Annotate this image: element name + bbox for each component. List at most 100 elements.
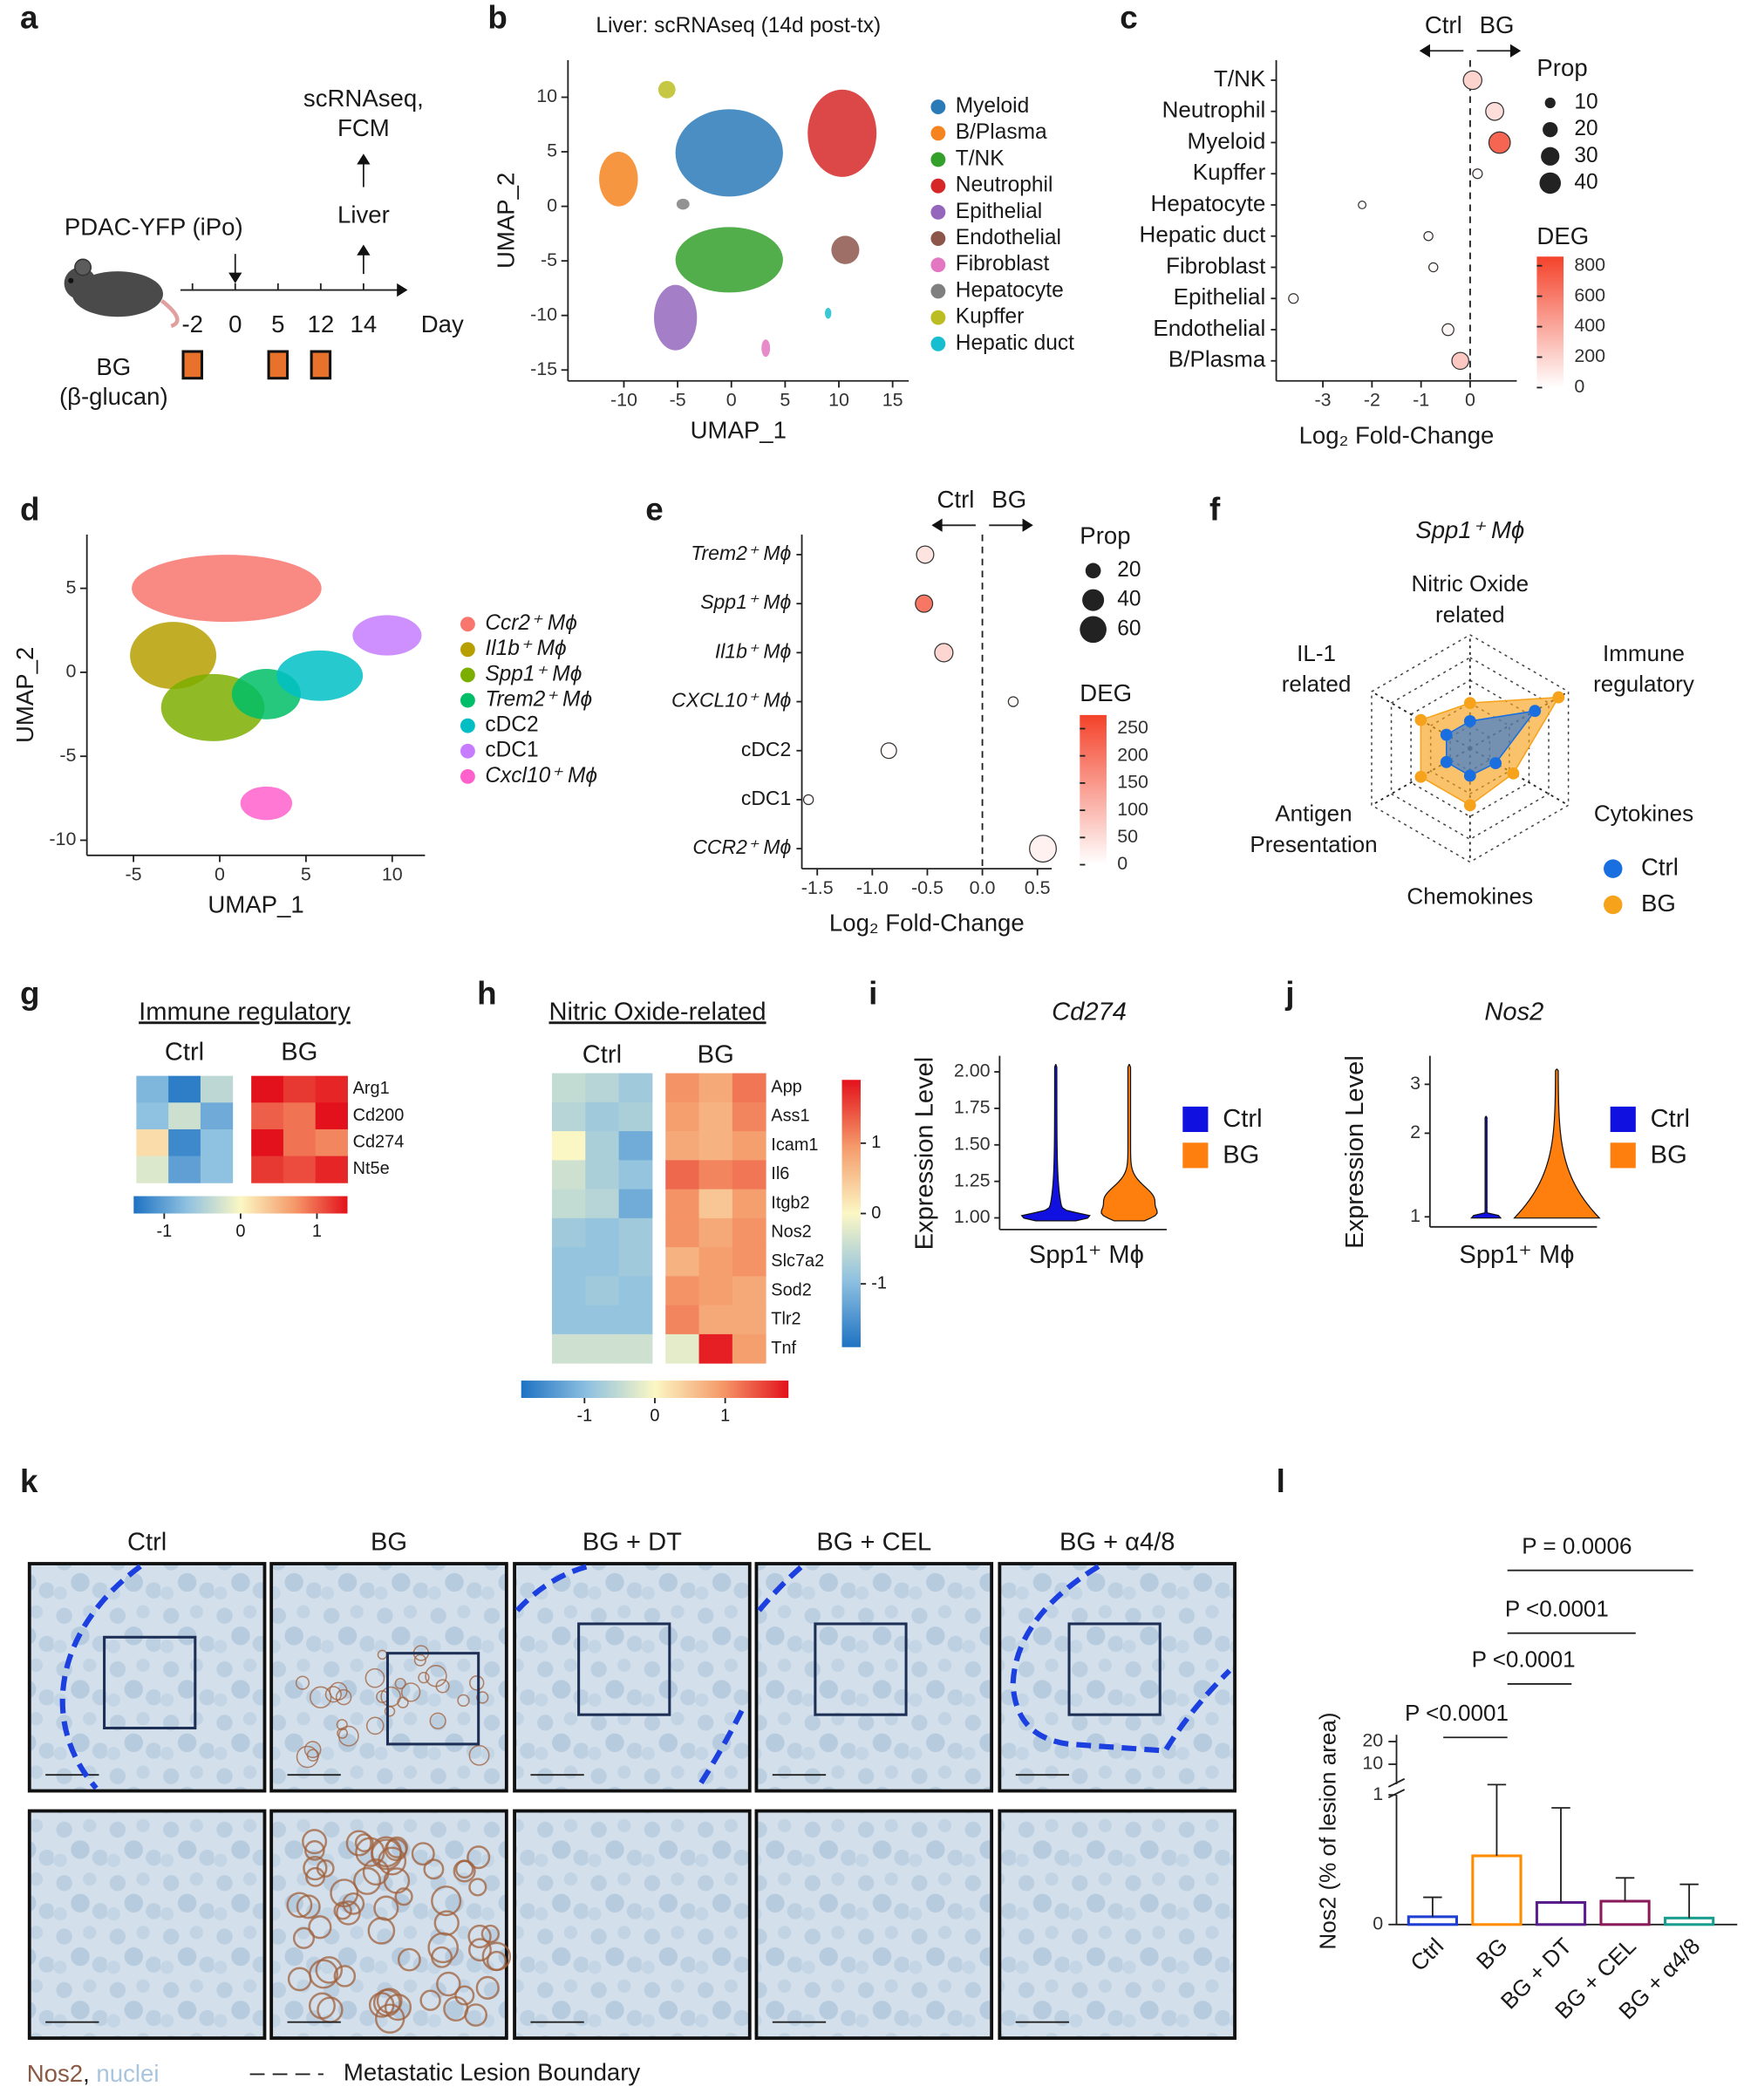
legend-swatch bbox=[1610, 1142, 1636, 1169]
size-legend-dot bbox=[1080, 616, 1107, 644]
colorbar-label: 0 bbox=[1574, 376, 1584, 397]
axis-label: Cytokines bbox=[1594, 801, 1693, 827]
x-tick-label: Ctrl bbox=[1405, 1933, 1448, 1976]
cluster bbox=[276, 650, 364, 701]
x-tick-label: 5 bbox=[780, 389, 790, 410]
legend-label: Ctrl bbox=[1223, 1105, 1262, 1133]
row-label: App bbox=[771, 1077, 801, 1096]
panel-letter: i bbox=[869, 975, 877, 1011]
stain bbox=[400, 1682, 421, 1702]
legend-swatch bbox=[460, 718, 475, 733]
chart-title: Nos2 bbox=[1484, 998, 1543, 1026]
stain bbox=[378, 1846, 407, 1876]
zoom-box bbox=[385, 1652, 480, 1746]
legend-label: BG bbox=[1223, 1141, 1259, 1169]
stain bbox=[305, 1866, 326, 1887]
violin bbox=[1513, 1068, 1601, 1219]
stain bbox=[365, 1716, 385, 1735]
x-tick-label: -2 bbox=[1364, 389, 1380, 410]
row-label: Slc7a2 bbox=[771, 1251, 824, 1271]
stain bbox=[397, 1947, 421, 1972]
x-axis-label: Spp1⁺ Mϕ bbox=[1029, 1241, 1144, 1269]
treatment-box bbox=[267, 350, 290, 380]
zoom-box bbox=[577, 1622, 671, 1716]
legend-swatch bbox=[460, 642, 475, 658]
colorbar-label: -1 bbox=[576, 1407, 592, 1426]
heatmap-cell bbox=[665, 1217, 700, 1248]
category-label: CXCL10⁺ Mϕ bbox=[671, 689, 791, 712]
heatmap-cell bbox=[551, 1189, 586, 1219]
heatmap-cell bbox=[551, 1073, 586, 1103]
legend-label: Il1b⁺ Mϕ bbox=[485, 637, 566, 660]
stain bbox=[423, 1858, 445, 1880]
size-legend-label: 20 bbox=[1117, 558, 1141, 582]
row-label: Icam1 bbox=[771, 1135, 818, 1155]
heatmap-cell bbox=[732, 1189, 766, 1219]
stain bbox=[303, 1856, 328, 1881]
colorbar-label: 0 bbox=[871, 1203, 881, 1223]
cluster bbox=[653, 284, 698, 351]
p-value: P <0.0001 bbox=[1405, 1700, 1509, 1726]
y-axis-label: UMAP_2 bbox=[493, 173, 520, 269]
x-tick-label: BG bbox=[1471, 1933, 1513, 1974]
heatmap-cell bbox=[585, 1217, 620, 1248]
stain-label: Nos2 bbox=[27, 2060, 83, 2087]
y-tick-label: 0 bbox=[65, 661, 76, 682]
cluster bbox=[240, 786, 293, 821]
axis-label: related bbox=[1435, 601, 1505, 627]
cluster bbox=[824, 307, 832, 319]
heatmap-cell bbox=[315, 1102, 348, 1130]
arrow-head bbox=[357, 244, 371, 256]
stain bbox=[324, 1686, 342, 1703]
stain bbox=[476, 1691, 489, 1704]
legend-label: Endothelial bbox=[956, 226, 1061, 249]
legend-label: Cxcl10⁺ Mϕ bbox=[485, 764, 597, 788]
stain bbox=[486, 1950, 508, 1972]
colorbar bbox=[1536, 256, 1564, 388]
category-label: Endothelial bbox=[1153, 315, 1265, 341]
legend-label: Epithelial bbox=[956, 200, 1042, 223]
category-label: Neutrophil bbox=[1162, 97, 1266, 123]
x-tick-label: -10 bbox=[610, 389, 637, 410]
heatmap-cell bbox=[136, 1156, 169, 1183]
heatmap-cell bbox=[283, 1075, 317, 1103]
arrow-head bbox=[228, 272, 242, 283]
cluster bbox=[676, 198, 690, 210]
stain bbox=[329, 1681, 348, 1701]
dot bbox=[880, 742, 897, 760]
heatmap-cell bbox=[618, 1160, 653, 1190]
heatmap-cell bbox=[136, 1075, 169, 1103]
heatmap-cell bbox=[551, 1247, 586, 1277]
colorbar-label: 1 bbox=[720, 1407, 730, 1426]
axis-break bbox=[1387, 1789, 1406, 1799]
heatmap-cell bbox=[665, 1160, 700, 1190]
y-tick-label: 5 bbox=[547, 140, 557, 161]
day-label: Day bbox=[421, 310, 464, 338]
mouse-illustration bbox=[64, 258, 180, 329]
dot bbox=[1488, 131, 1511, 154]
row-label: Arg1 bbox=[353, 1079, 390, 1098]
cluster bbox=[807, 89, 877, 177]
y-tick-label: 5 bbox=[65, 576, 76, 597]
x-axis-label: Spp1⁺ Mϕ bbox=[1459, 1241, 1574, 1269]
row-label: Cd274 bbox=[353, 1133, 405, 1152]
colorbar-label: -1 bbox=[156, 1222, 172, 1241]
legend-swatch bbox=[460, 768, 475, 784]
x-tick-label: 0.5 bbox=[1025, 877, 1051, 898]
stain bbox=[303, 1741, 322, 1759]
heatmap-cell bbox=[283, 1102, 317, 1130]
heatmap-cell bbox=[732, 1217, 766, 1248]
colorbar bbox=[1080, 714, 1107, 865]
y-axis-label: UMAP_2 bbox=[11, 647, 38, 743]
heatmap-cell bbox=[618, 1305, 653, 1335]
heatmap-cell bbox=[315, 1075, 348, 1103]
heatmap-cell bbox=[698, 1131, 733, 1161]
heatmap-cell bbox=[551, 1333, 586, 1364]
heatmap-cell bbox=[618, 1073, 653, 1103]
colorbar-label: 1 bbox=[312, 1222, 322, 1241]
row-label: Tnf bbox=[771, 1339, 796, 1358]
legend-label: Ctrl bbox=[1641, 853, 1679, 880]
bar bbox=[1407, 1915, 1458, 1926]
y-tick-label: 0 bbox=[547, 194, 557, 215]
